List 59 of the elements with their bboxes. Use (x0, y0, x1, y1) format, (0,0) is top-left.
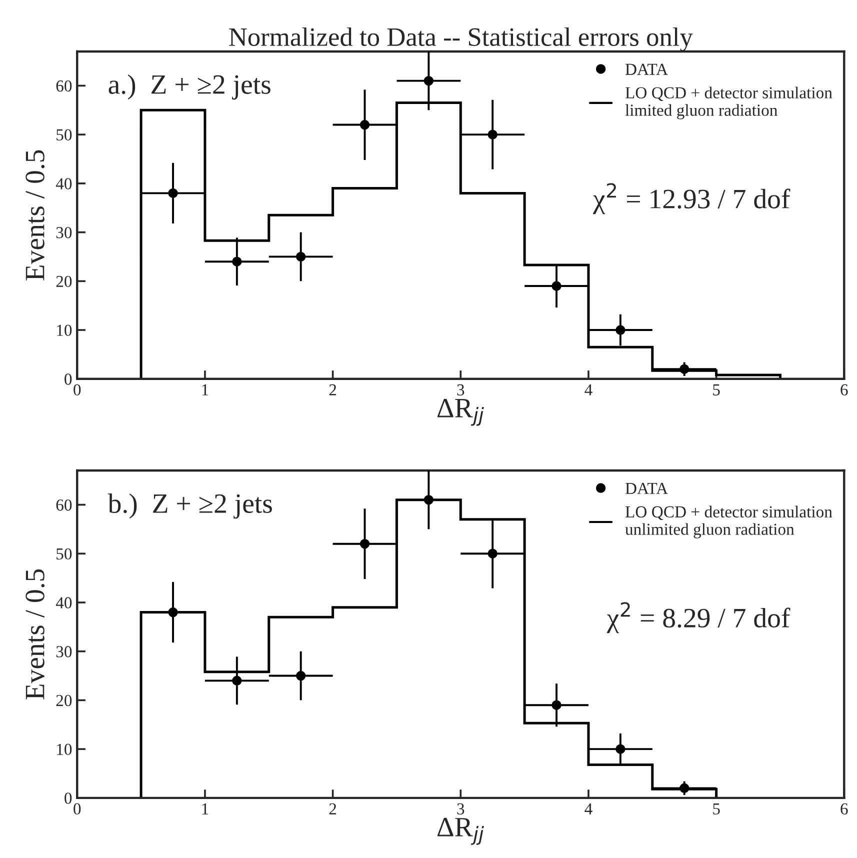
legend-label: DATA (625, 482, 668, 494)
y-axis-title: Events / 0.5 (26, 150, 45, 280)
y-tick-label: 40 (56, 178, 72, 190)
y-tick-label: 30 (56, 646, 72, 658)
annotation: χ$^{2}$ = 8.29 / 7 dof (606, 602, 790, 634)
point (488, 548, 498, 558)
point (296, 252, 306, 262)
y-tick-label: 20 (56, 694, 72, 706)
annotation: χ$^{2}$ = 12.93 / 7 dof (592, 183, 790, 214)
x-tick-label: 2 (329, 384, 336, 396)
x-tick-label: 6 (840, 803, 848, 815)
x-tick-label: 3 (457, 803, 464, 815)
point (616, 325, 626, 335)
y-tick-label: 10 (57, 324, 72, 336)
x-tick-label: 2 (329, 803, 336, 814)
point (679, 364, 690, 374)
legend-label: LO QCD + detector simulation limited gluon radiation (625, 86, 832, 120)
point (360, 120, 370, 130)
x-tick-label: 6 (840, 384, 848, 396)
x-tick-label: 5 (713, 384, 720, 396)
annotation: a.) Z + ≥2 jets (108, 74, 270, 100)
point (552, 700, 562, 710)
y-tick-label: 10 (57, 744, 72, 756)
point (552, 281, 562, 291)
point (296, 670, 306, 681)
legend-label: DATA (625, 64, 668, 75)
x-tick-label: 1 (202, 384, 208, 396)
legend-label: LO QCD + detector simulation unlimited gluon radiation (625, 506, 832, 538)
y-tick-label: 60 (56, 80, 72, 92)
point (488, 130, 498, 140)
x-tick-label: 0 (74, 384, 81, 396)
y-tick-label: 20 (56, 276, 72, 288)
y-tick-label: 0 (64, 792, 72, 804)
y-tick-label: 60 (56, 499, 72, 511)
y-tick-label: 50 (56, 129, 72, 140)
annotation: b.) Z + ≥2 jets (108, 493, 272, 519)
x-tick-label: 1 (202, 803, 208, 814)
point (424, 76, 434, 86)
point (232, 676, 242, 686)
x-axis-title: ΔR$_{jj}$ (438, 818, 484, 845)
x-tick-label: 5 (713, 803, 720, 815)
point (168, 188, 178, 198)
point (168, 607, 178, 618)
x-tick-label: 4 (584, 384, 592, 396)
y-tick-label: 50 (56, 548, 72, 560)
point (616, 744, 626, 754)
x-tick-label: 3 (457, 384, 464, 396)
point (679, 783, 690, 794)
point (232, 256, 242, 266)
point (360, 538, 370, 549)
point (424, 495, 434, 505)
y-tick-label: 40 (56, 597, 72, 608)
y-tick-label: 0 (64, 374, 72, 385)
chart-title: Normalized to Data -- Statistical errors only (229, 27, 693, 52)
y-axis-title: Events / 0.5 (26, 569, 45, 700)
x-axis-title: ΔR$_{jj}$ (438, 398, 484, 426)
x-tick-label: 0 (74, 803, 81, 815)
y-tick-label: 30 (56, 226, 72, 238)
x-tick-label: 4 (584, 803, 592, 814)
